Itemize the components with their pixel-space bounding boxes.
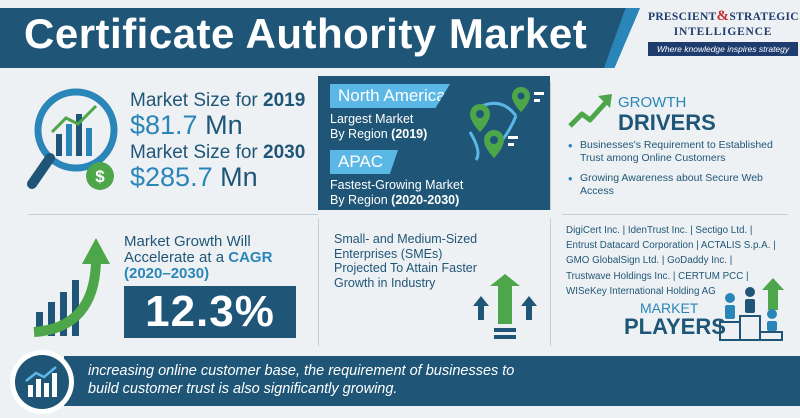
growth-driver-item: Businesses's Requirement to Established … — [566, 139, 794, 165]
largest-region-line2: By Region (2019) — [330, 127, 428, 141]
magnifier-chart-icon: $ — [27, 88, 118, 190]
market-players-title: PLAYERS — [624, 314, 726, 339]
cagr-line2: Accelerate at a CAGR — [124, 249, 273, 266]
logo-line1: PRESCIENT&STRATEGIC — [648, 8, 799, 25]
svg-text:$: $ — [95, 167, 105, 186]
cagr-line1: Market Growth Will — [124, 233, 251, 250]
footer-icon-circle — [10, 350, 74, 414]
bar-chart-icon — [25, 366, 57, 397]
growth-driver-item: Growing Awareness about Secure Web Acces… — [566, 172, 794, 198]
market-size-2019-value: $81.7 Mn — [130, 110, 243, 140]
page-title: Certificate Authority Market — [24, 10, 588, 57]
market-size-2019-label: Market Size for 2019 — [130, 90, 306, 111]
sme-growth-arrows-icon — [473, 274, 537, 339]
players-line: DigiCert Inc. | IdenTrust Inc. | Sectigo… — [566, 225, 753, 236]
map-pin-icon — [468, 87, 544, 161]
growth-drivers-title-top: GROWTH — [618, 94, 687, 111]
footer-text: increasing online customer base, the req… — [88, 362, 514, 398]
fastest-region-line2: By Region (2020-2030) — [330, 193, 460, 207]
sme-line: Enterprises (SMEs) — [334, 246, 443, 261]
players-line: Trustwave Holdings Inc. | CERTUM PCC | — [566, 270, 749, 282]
footer-line1: increasing online customer base, the req… — [88, 363, 515, 379]
sme-description: Small- and Medium-Sized Enterprises (SME… — [334, 232, 477, 290]
players-list: DigiCert Inc. | IdenTrust Inc. | Sectigo… — [566, 223, 776, 299]
fastest-region-line1: Fastest-Growing Market — [330, 178, 464, 192]
footer: increasing online customer base, the req… — [0, 350, 800, 418]
players-line: Entrust Datacard Corporation | ACTALIS S… — [566, 240, 776, 252]
footer-band — [64, 356, 800, 406]
market-size-2030-label: Market Size for 2030 — [130, 142, 306, 163]
brand-logo: PRESCIENT&STRATEGIC INTELLIGENCE Where k… — [648, 8, 799, 66]
header: Certificate Authority Market PRESCIENT&S… — [0, 0, 800, 76]
title-band — [0, 8, 640, 68]
sme-line: Projected To Attain Faster — [334, 261, 477, 275]
largest-region-line1: Largest Market — [330, 112, 414, 126]
cagr-description: Market Growth Will Accelerate at a CAGR … — [124, 234, 272, 282]
players-line: GMO GlobalSign Ltd. | GoDaddy Inc. | — [566, 255, 733, 267]
growth-trend-icon — [568, 94, 612, 128]
sme-line: Growth in Industry — [334, 275, 436, 290]
divider — [550, 218, 551, 346]
growth-drivers-list: Businesses's Requirement to Established … — [566, 139, 794, 205]
fastest-region-text: Fastest-Growing Market By Region (2020-2… — [330, 178, 463, 208]
cagr-years: (2020–2030) — [124, 265, 210, 282]
logo-line2: INTELLIGENCE — [673, 26, 773, 38]
logo-word-strategic: STRATEGIC — [729, 11, 799, 23]
divider — [28, 214, 318, 215]
footer-icon-circle-inner — [15, 355, 69, 409]
market-players-title-top: MARKET — [640, 300, 699, 316]
largest-region-tag: North America — [330, 84, 450, 108]
players-podium-icon — [719, 278, 784, 341]
footer-line2: build customer trust is also significant… — [88, 381, 398, 397]
largest-region-text: Largest Market By Region (2019) — [330, 112, 427, 142]
divider — [318, 218, 319, 346]
fastest-region-tag: APAC — [330, 150, 398, 174]
rising-bars-arrow-icon — [33, 238, 110, 337]
sme-line: Small- and Medium-Sized — [334, 232, 478, 246]
logo-word-prescient: PRESCIENT — [648, 11, 717, 23]
players-line: WISeKey International Holding AG — [566, 285, 716, 297]
logo-ampersand: & — [716, 8, 730, 24]
divider — [550, 82, 551, 210]
logo-tagline: Where knowledge inspires strategy — [648, 42, 798, 56]
growth-drivers-title: DRIVERS — [618, 110, 716, 135]
region-box: North America Largest Market By Region (… — [318, 76, 550, 210]
divider — [562, 214, 788, 215]
cagr-value: 12.3% — [124, 286, 296, 338]
market-size-2030-value: $285.7 Mn — [130, 162, 258, 192]
